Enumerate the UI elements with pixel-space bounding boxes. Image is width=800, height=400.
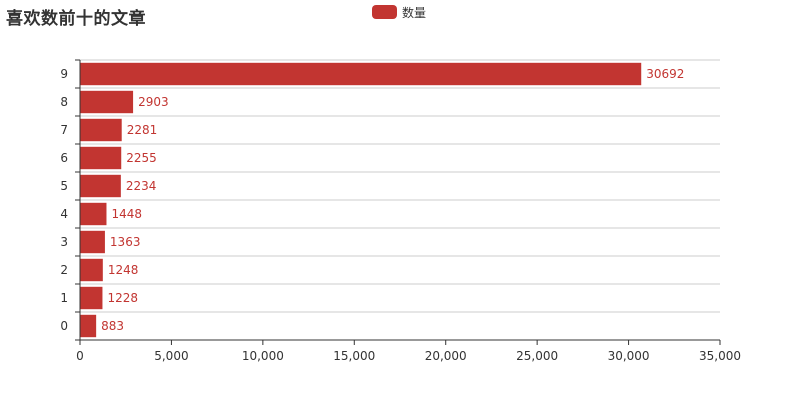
bar-6 <box>80 146 122 170</box>
bar-8 <box>80 90 134 114</box>
data-label-5: 2234 <box>126 179 157 193</box>
data-label-2: 1248 <box>108 263 139 277</box>
bar-9 <box>80 62 642 86</box>
bar-1 <box>80 286 103 310</box>
x-tick-label: 15,000 <box>333 349 375 363</box>
y-tick-label-4: 4 <box>60 207 68 221</box>
y-tick-label-5: 5 <box>60 179 68 193</box>
legend-swatch <box>372 5 397 19</box>
x-tick-label: 35,000 <box>699 349 741 363</box>
y-tick-label-6: 6 <box>60 151 68 165</box>
data-label-6: 2255 <box>126 151 157 165</box>
data-label-3: 1363 <box>110 235 141 249</box>
bar-3 <box>80 230 105 254</box>
bar-0 <box>80 314 97 338</box>
x-tick-label: 10,000 <box>242 349 284 363</box>
data-label-9: 30692 <box>646 67 684 81</box>
y-tick-label-3: 3 <box>60 235 68 249</box>
bar-2 <box>80 258 103 282</box>
y-tick-label-9: 9 <box>60 67 68 81</box>
legend-label: 数量 <box>402 5 427 20</box>
x-tick-label: 30,000 <box>608 349 650 363</box>
y-tick-label-2: 2 <box>60 263 68 277</box>
data-label-1: 1228 <box>107 291 138 305</box>
chart-title: 喜欢数前十的文章 <box>6 9 146 29</box>
x-tick-label: 0 <box>76 349 84 363</box>
bar-4 <box>80 202 107 226</box>
y-tick-label-7: 7 <box>60 123 68 137</box>
bar-5 <box>80 174 121 198</box>
data-label-7: 2281 <box>127 123 158 137</box>
y-tick-label-8: 8 <box>60 95 68 109</box>
legend[interactable]: 数量 <box>372 4 426 20</box>
y-tick-label-0: 0 <box>60 319 68 333</box>
x-tick-label: 5,000 <box>154 349 188 363</box>
y-tick-label-1: 1 <box>60 291 68 305</box>
data-label-4: 1448 <box>111 207 142 221</box>
x-tick-label: 25,000 <box>516 349 558 363</box>
data-label-0: 883 <box>101 319 124 333</box>
x-tick-label: 20,000 <box>425 349 467 363</box>
bar-7 <box>80 118 122 142</box>
data-label-8: 2903 <box>138 95 169 109</box>
